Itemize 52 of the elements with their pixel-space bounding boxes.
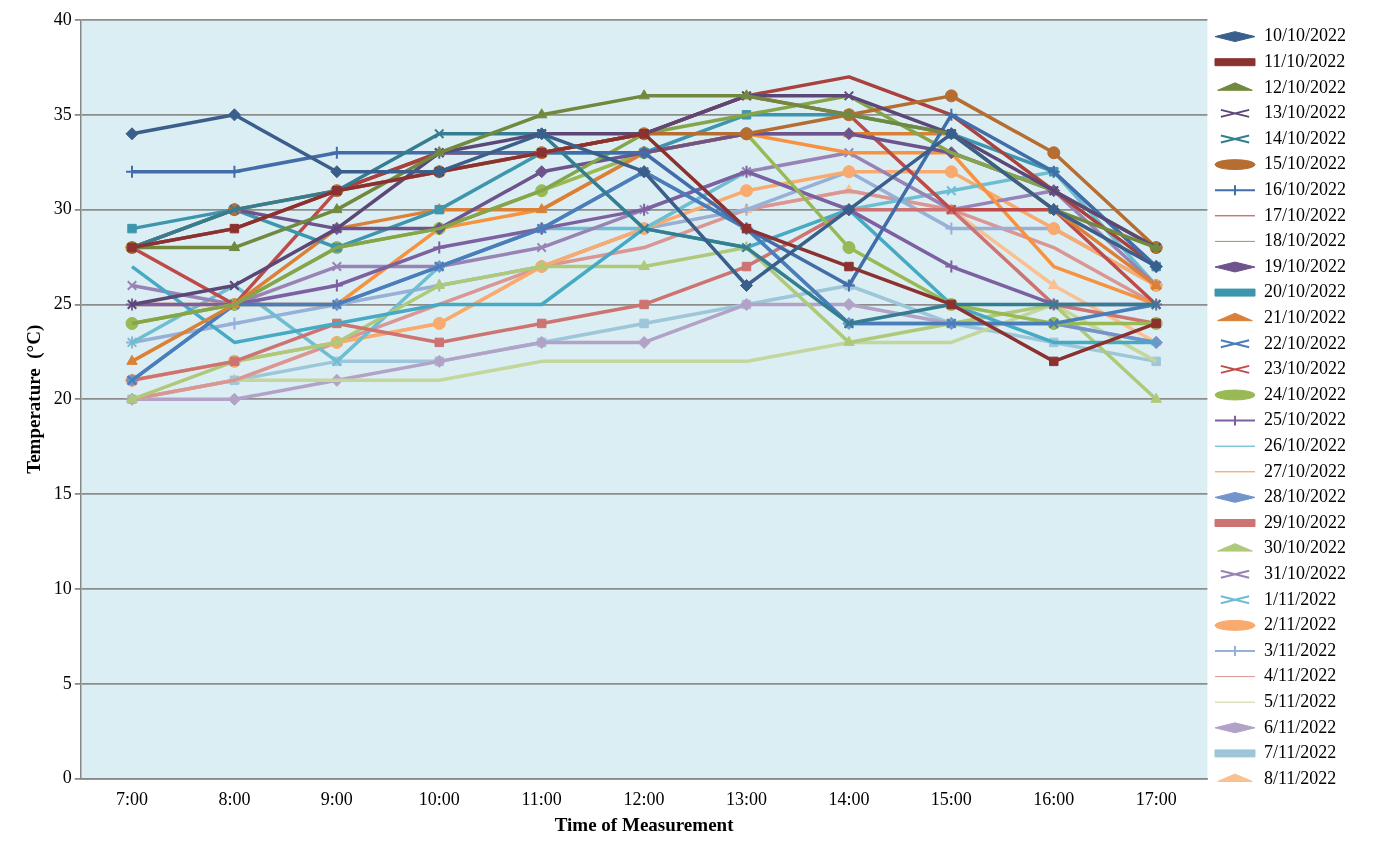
legend-label: 2/11/2022: [1264, 614, 1337, 635]
legend-label: 7/11/2022: [1264, 742, 1337, 763]
legend-label: 31/10/2022: [1264, 562, 1347, 583]
x-tick-label: 8:00: [218, 789, 251, 810]
x-tick-label: 11:00: [521, 789, 562, 810]
y-tick-label: 10: [53, 577, 72, 598]
legend-label: 21/10/2022: [1264, 306, 1347, 327]
legend-label: 27/10/2022: [1264, 460, 1347, 481]
legend-label: 28/10/2022: [1264, 486, 1347, 507]
x-tick-label: 10:00: [418, 789, 460, 810]
legend-label: 6/11/2022: [1264, 716, 1337, 737]
legend-label: 11/10/2022: [1264, 50, 1346, 71]
y-tick-label: 30: [53, 198, 72, 219]
legend-label: 18/10/2022: [1264, 230, 1347, 251]
legend-label: 17/10/2022: [1264, 204, 1347, 225]
legend-label: 22/10/2022: [1264, 332, 1347, 353]
legend-label: 13/10/2022: [1264, 102, 1347, 123]
x-tick-label: 13:00: [726, 789, 768, 810]
legend-label: 19/10/2022: [1264, 255, 1347, 276]
y-tick-label: 20: [53, 388, 72, 409]
legend-label: 30/10/2022: [1264, 537, 1347, 558]
legend-label: 3/11/2022: [1264, 639, 1337, 660]
x-axis-title: Time of Measurement: [554, 813, 735, 835]
y-tick-label: 15: [53, 482, 72, 503]
legend-label: 26/10/2022: [1264, 434, 1347, 455]
x-tick-label: 7:00: [116, 789, 149, 810]
x-tick-label: 16:00: [1033, 789, 1075, 810]
legend-label: 4/11/2022: [1264, 665, 1337, 686]
legend-label: 8/11/2022: [1264, 767, 1337, 788]
legend-label: 16/10/2022: [1264, 178, 1347, 199]
y-tick-label: 25: [53, 293, 72, 314]
x-tick-label: 9:00: [320, 789, 353, 810]
legend-label: 23/10/2022: [1264, 358, 1347, 379]
x-tick-label: 12:00: [623, 789, 665, 810]
legend-label: 10/10/2022: [1264, 25, 1347, 46]
legend-label: 29/10/2022: [1264, 511, 1347, 532]
legend-label: 25/10/2022: [1264, 409, 1347, 430]
y-tick-label: 5: [62, 672, 72, 693]
y-tick-label: 35: [53, 103, 72, 124]
legend-label: 5/11/2022: [1264, 690, 1337, 711]
x-tick-label: 17:00: [1135, 789, 1177, 810]
legend-label: 1/11/2022: [1264, 588, 1337, 609]
legend-label: 15/10/2022: [1264, 153, 1347, 174]
legend-label: 20/10/2022: [1264, 281, 1347, 302]
y-axis-title: Temperature (°C): [23, 324, 46, 474]
y-tick-label: 40: [53, 8, 72, 29]
legend-label: 14/10/2022: [1264, 127, 1347, 148]
y-tick-label: 0: [62, 767, 72, 788]
legend-label: 24/10/2022: [1264, 383, 1347, 404]
legend-label: 12/10/2022: [1264, 76, 1347, 97]
x-tick-label: 15:00: [930, 789, 972, 810]
x-tick-label: 14:00: [828, 789, 870, 810]
